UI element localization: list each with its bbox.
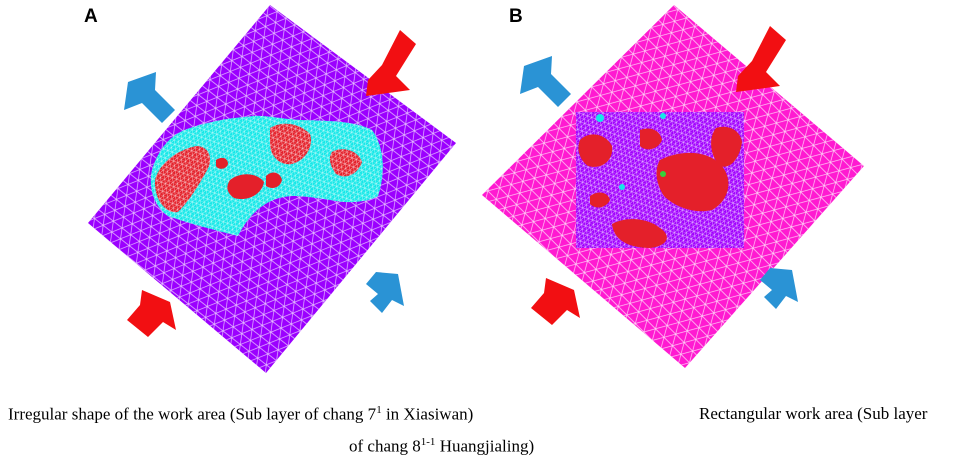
panel-b-cyan-spots: [596, 113, 666, 190]
caption-line-2-text: of chang 8: [349, 436, 421, 456]
caption-line-1-a-superscript: 1: [376, 404, 382, 416]
panel-a-red-patches-mesh: [154, 123, 362, 213]
caption-line-1-a-tail: in Xiasiwan): [381, 404, 474, 424]
caption-line-1-b: Rectangular work area (Sub layer: [699, 404, 927, 424]
panel-b-arrow-top-left: [520, 56, 571, 107]
panel-a: A: [84, 5, 456, 373]
panel-a-arrow-bottom-right: [366, 272, 404, 313]
panel-b: B: [482, 5, 864, 368]
panel-a-arrow-top-left: [124, 72, 175, 123]
caption-line-2-superscript: 1-1: [420, 436, 436, 448]
panel-b-arrow-top-right: [736, 26, 786, 92]
panel-b-letter: B: [509, 6, 523, 27]
caption-line-1-a-text: Irregular shape of the work area (Sub la…: [8, 404, 377, 424]
panel-a-arrow-top-right: [366, 30, 416, 96]
panel-b-green-spot: [660, 171, 666, 177]
panel-b-red-patches: [578, 126, 742, 248]
caption-line-2: of chang 81-1 Huangjialing): [349, 436, 534, 457]
panel-a-arrow-bottom-left: [127, 290, 176, 337]
caption-line-2-tail: Huangjialing): [435, 436, 535, 456]
panel-b-arrow-bottom-left: [531, 278, 580, 325]
caption-line-1-b-text: Rectangular work area (Sub layer: [699, 404, 928, 423]
panel-b-arrow-bottom-right: [760, 268, 798, 309]
caption-line-1-a: Irregular shape of the work area (Sub la…: [8, 404, 473, 425]
panel-a-letter: A: [84, 6, 98, 27]
